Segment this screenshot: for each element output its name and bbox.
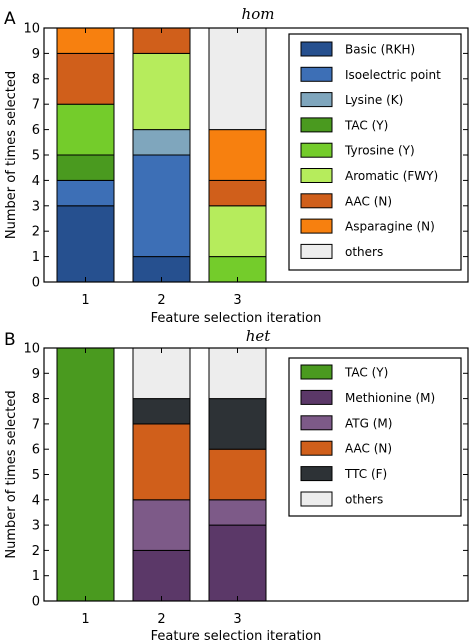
panel-a-ytick-label: 9 — [32, 47, 40, 62]
panel-b-legend-swatch — [300, 415, 333, 431]
panel-a-legend-label: Tyrosine (Y) — [344, 144, 415, 158]
panel-b-xtick-label: 1 — [81, 612, 89, 627]
panel-b-bar-2-atg-m — [132, 499, 191, 551]
panel-a-legend-label: TAC (Y) — [344, 118, 388, 132]
panel-b-legend-label: Methionine (M) — [345, 391, 435, 405]
panel-b-legend-box — [288, 357, 462, 517]
panel-a-legend-label: Basic (RKH) — [345, 43, 415, 57]
panel-a-ytick-label: 4 — [32, 174, 40, 189]
panel-a-legend-label: Isoelectric point — [345, 68, 441, 82]
panel-b-bar-3-ttc-f — [208, 398, 267, 450]
panel-b-bar-2-ttc-f — [132, 398, 191, 425]
panel-a-ytick-label: 1 — [32, 250, 40, 265]
panel-b-title: het — [246, 327, 272, 345]
panel-b-legend-swatch — [300, 466, 333, 482]
panel-a-ytick-label: 3 — [32, 199, 40, 214]
panel-b-bar-2-methionine-m — [132, 549, 191, 602]
panel-b-bar-3-others — [208, 347, 267, 400]
panel-a-legend-swatch — [300, 218, 333, 234]
panel-b-letter: B — [4, 330, 16, 350]
panel-a-xtick-label: 1 — [81, 293, 89, 308]
panel-a-y-axis-label: Number of times selected — [4, 71, 19, 239]
panel-a-bar-2-lysine-k — [132, 129, 191, 156]
panel-a-bar-1-tac-y — [56, 154, 115, 181]
panel-a-legend-swatch — [300, 66, 333, 82]
panel-a-legend-label: Lysine (K) — [345, 93, 403, 107]
panel-b-ytick-label: 7 — [32, 417, 40, 432]
panel-a-bar-1-basic-rkh — [56, 205, 115, 283]
panel-a-bar-1-tyrosine-y — [56, 103, 115, 156]
panel-a-bar-1-isoelectric-point — [56, 179, 115, 207]
panel-a-legend-swatch — [300, 142, 333, 158]
panel-b-legend-swatch — [300, 440, 333, 456]
panel-a-xtick-label: 3 — [233, 293, 241, 308]
panel-b-y-axis-label: Number of times selected — [4, 390, 19, 558]
panel-a-legend-swatch — [300, 117, 333, 133]
panel-b-bar-3-methionine-m — [208, 524, 267, 602]
panel-b-ytick-label: 5 — [32, 468, 40, 483]
panel-b-legend-swatch — [300, 491, 333, 507]
panel-b-legend-label: others — [345, 493, 383, 507]
panel-b-bar-3-aac-n — [208, 448, 267, 501]
panel-a-ytick-label: 7 — [32, 98, 40, 113]
panel-a-legend-swatch — [300, 92, 333, 108]
panel-a-legend-label: AAC (N) — [345, 194, 392, 208]
panel-b-legend-label: AAC (N) — [345, 442, 392, 456]
panel-b-ytick-label: 0 — [32, 595, 40, 610]
panel-a-legend-label: Aromatic (FWY) — [345, 169, 438, 183]
panel-b-ytick-label: 1 — [32, 569, 40, 584]
panel-b-xtick-label: 2 — [157, 612, 165, 627]
panel-a-letter: A — [4, 9, 16, 29]
panel-a-bar-3-aac-n — [208, 179, 267, 207]
panel-a-ytick-label: 10 — [23, 22, 40, 37]
panel-a-legend-swatch — [300, 168, 333, 183]
panel-b-ytick-label: 6 — [32, 443, 40, 458]
panel-b-ytick-label: 2 — [32, 544, 40, 559]
panel-b-bar-1-tac-y — [56, 347, 115, 602]
panel-b-xtick-label: 3 — [233, 612, 241, 627]
panel-a-bar-3-others — [208, 27, 267, 131]
panel-b-bar-2-aac-n — [132, 423, 191, 501]
panel-b-ytick-label: 10 — [23, 342, 40, 357]
panel-a-legend-swatch — [300, 243, 333, 259]
panel-b-ytick-label: 9 — [32, 367, 40, 382]
panel-a-xtick-label: 2 — [157, 293, 165, 308]
panel-a-bar-3-asparagine-n — [208, 129, 267, 181]
panel-a-legend-swatch — [300, 193, 333, 209]
panel-b-bar-3-atg-m — [208, 499, 267, 526]
panel-a-bar-2-isoelectric-point — [132, 154, 191, 258]
panel-b-ytick-label: 3 — [32, 519, 40, 534]
panel-a-bar-2-aromatic-fwy — [132, 52, 191, 131]
panel-a-bar-3-aromatic-fwy — [208, 205, 267, 258]
panel-a-bar-1-aac-n — [56, 52, 115, 105]
panel-b-x-axis-label: Feature selection iteration — [151, 629, 322, 643]
panel-a-ytick-label: 8 — [32, 72, 40, 87]
panel-b-legend-swatch — [300, 364, 333, 380]
panel-b-legend-label: TTC (F) — [344, 467, 387, 481]
panel-a-x-axis-label: Feature selection iteration — [151, 311, 322, 326]
panel-a-ytick-label: 2 — [32, 225, 40, 240]
panel-a-legend-label: others — [345, 245, 383, 259]
panel-a-ytick-label: 0 — [32, 276, 40, 291]
panel-b-legend-label: ATG (M) — [345, 416, 392, 430]
panel-a-ytick-label: 6 — [32, 123, 40, 138]
panel-b-bar-2-others — [132, 347, 191, 400]
panel-a-ytick-label: 5 — [32, 149, 40, 164]
panel-b-legend-label: TAC (Y) — [344, 366, 388, 380]
panel-a-legend-swatch — [300, 41, 333, 57]
panel-b-legend: TAC (Y) Methionine (M) ATG (M) AAC (N) TTC (… — [288, 357, 462, 517]
panel-b-ytick-label: 4 — [32, 493, 40, 508]
panel-a-title: hom — [242, 5, 275, 23]
panel-b-ytick-label: 8 — [32, 392, 40, 407]
panel-a-legend-label: Asparagine (N) — [345, 220, 435, 234]
panel-b-legend-swatch — [300, 389, 333, 405]
panel-a-legend: Basic (RKH) Isoelectric point Lysine (K) TA… — [288, 33, 462, 271]
